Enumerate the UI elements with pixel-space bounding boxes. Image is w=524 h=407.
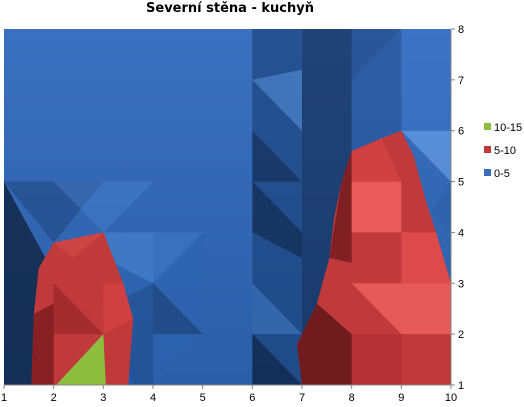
region-shade <box>53 283 104 335</box>
region-shade <box>401 232 451 284</box>
surface-facet <box>4 181 104 243</box>
surface-facet <box>252 334 302 385</box>
x-tick-label: 2 <box>51 392 57 404</box>
y-tick-label: 3 <box>458 278 464 290</box>
surface-facet <box>401 29 451 131</box>
region-shade <box>103 283 134 335</box>
legend-label: 5-10 <box>494 145 516 157</box>
legend-swatch <box>484 123 491 130</box>
region-5-10 <box>31 232 134 385</box>
surface-facet <box>153 283 203 335</box>
region-shade <box>351 334 402 385</box>
surface-facet <box>401 130 451 182</box>
x-tick-label: 5 <box>200 392 206 404</box>
x-tick-label: 6 <box>249 392 255 404</box>
region-shade <box>329 151 352 263</box>
surface-facet <box>252 283 302 335</box>
region-10-15 <box>56 334 106 385</box>
surface-facet <box>351 29 402 157</box>
x-tick-label: 3 <box>100 392 106 404</box>
region-shade <box>351 181 402 233</box>
region-shade <box>351 138 402 182</box>
surface-facet <box>252 69 302 131</box>
surface-facet <box>252 181 302 258</box>
region-shade <box>351 283 451 335</box>
chart-title: Severní stěna - kuchyň <box>146 1 314 16</box>
y-tick-label: 6 <box>458 126 464 138</box>
x-tick-label: 7 <box>299 392 305 404</box>
legend-label: 0-5 <box>494 168 510 180</box>
region-shade <box>31 303 54 385</box>
x-tick-label: 9 <box>398 392 404 404</box>
legend-swatch <box>484 146 491 153</box>
surface-facet <box>153 232 203 385</box>
x-tick-label: 8 <box>349 392 355 404</box>
surface-facet <box>431 181 451 233</box>
surface-facet <box>252 130 302 182</box>
x-tick-label: 10 <box>445 392 457 404</box>
surface-facet <box>53 181 153 233</box>
surface-facet <box>103 232 203 284</box>
y-tick-label: 5 <box>458 177 464 189</box>
plot-area <box>4 29 451 385</box>
region-shade <box>297 303 352 385</box>
y-tick-label: 4 <box>458 227 464 239</box>
y-tick-label: 8 <box>458 24 464 36</box>
legend-label: 10-15 <box>494 122 522 134</box>
y-tick-label: 2 <box>458 329 464 341</box>
y-tick-label: 1 <box>458 380 464 392</box>
legend: 10-15 5-10 0-5 <box>484 122 522 180</box>
x-tick-label: 1 <box>1 392 7 404</box>
surface-facet <box>351 29 402 80</box>
x-tick-label: 4 <box>150 392 156 404</box>
y-tick-label: 7 <box>458 75 464 87</box>
region-shade <box>53 232 104 258</box>
legend-swatch <box>484 169 491 176</box>
